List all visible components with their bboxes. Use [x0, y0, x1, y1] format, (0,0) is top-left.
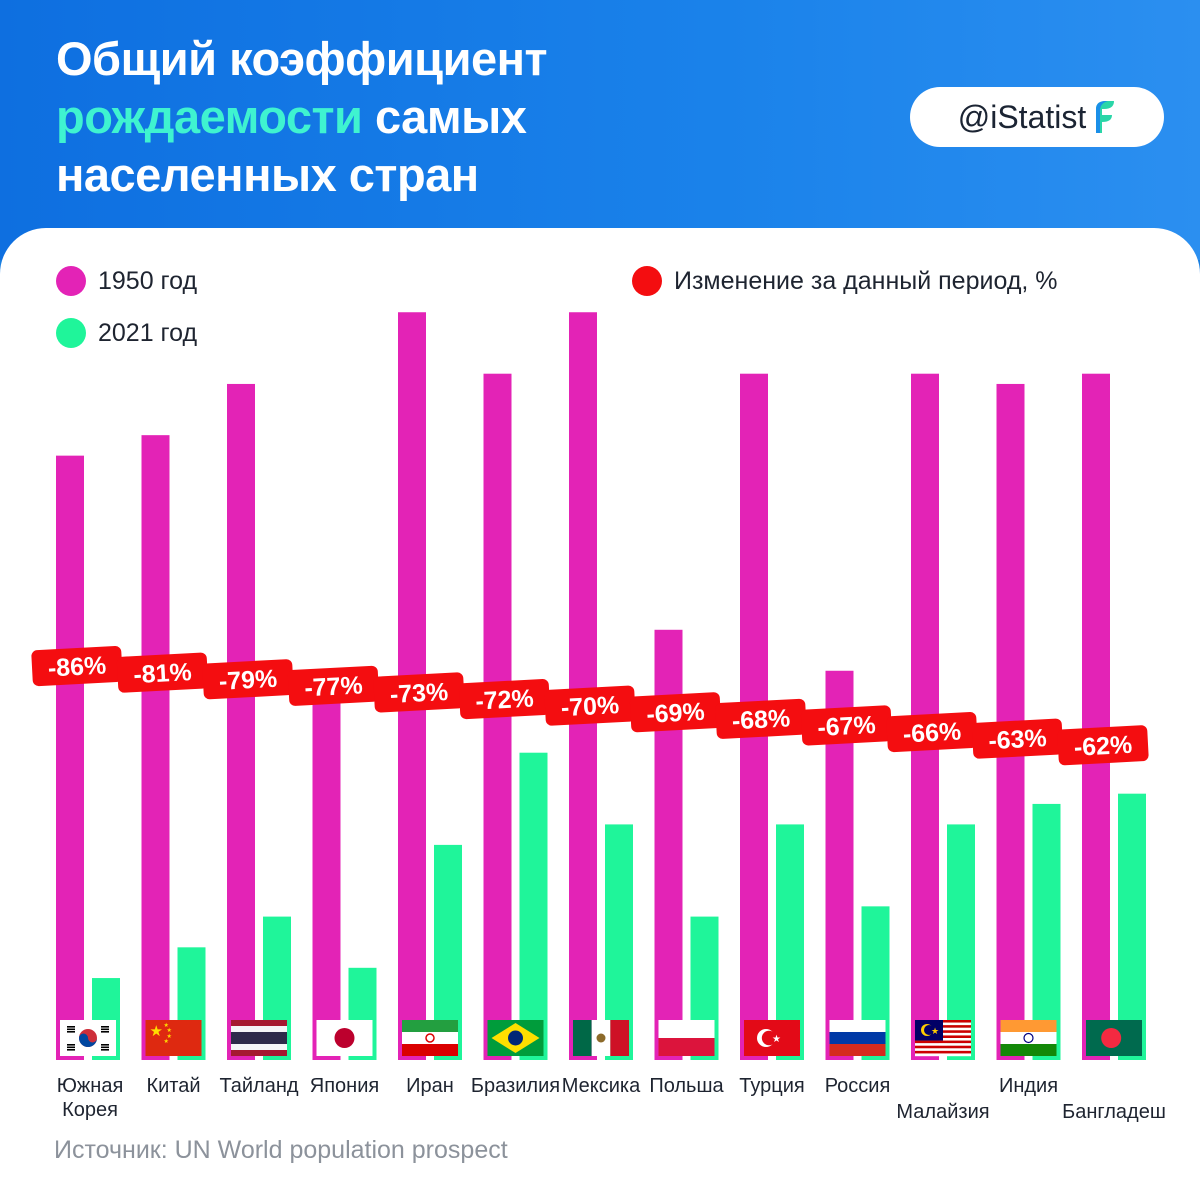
bar-2021	[1118, 793, 1146, 1060]
change-label: -68%	[715, 698, 807, 739]
change-label: -72%	[458, 679, 551, 720]
legend-item-1950: 1950 год	[56, 266, 197, 296]
bangladesh-flag-icon	[1086, 1020, 1142, 1056]
legend-label-2021: 2021 год	[98, 318, 198, 347]
bar-1950	[141, 435, 170, 1060]
change-label-text: -79%	[218, 665, 278, 696]
country-label: Япония	[310, 1075, 379, 1097]
south-korea-flag-icon	[60, 1020, 116, 1056]
change-label-text: -72%	[475, 685, 535, 716]
svg-text:★: ★	[167, 1027, 172, 1034]
change-label: -66%	[886, 712, 978, 753]
change-label-text: -63%	[988, 724, 1048, 755]
country-label: Тайланд	[219, 1075, 298, 1097]
legend-swatch-2021	[56, 318, 86, 348]
legend-swatch-change	[632, 266, 662, 296]
change-label-text: -73%	[389, 678, 449, 709]
bar-2021	[519, 752, 548, 1060]
country-label: Иран	[406, 1075, 454, 1097]
country-label: Турция	[739, 1075, 804, 1097]
change-label-text: -62%	[1073, 731, 1133, 762]
russia-flag-icon	[829, 1020, 886, 1056]
header-banner: Общий коэффициент рождаемости самых насе…	[0, 0, 1200, 260]
title-line-2-rest: самых	[362, 90, 527, 143]
country-label: Бразилия	[471, 1075, 560, 1097]
legend-label-1950: 1950 год	[98, 266, 198, 295]
chart-title: Общий коэффициент рождаемости самых насе…	[56, 30, 856, 204]
svg-text:★: ★	[167, 1033, 172, 1040]
change-label: -79%	[202, 659, 294, 700]
country-label: Индия	[999, 1075, 1058, 1097]
legend-item-change: Изменение за данный период, %	[632, 266, 1058, 296]
change-label-text: -66%	[902, 718, 962, 749]
change-label-text: -70%	[560, 691, 620, 722]
legend-item-2021: 2021 год	[56, 318, 197, 348]
bar-1950	[1082, 373, 1110, 1060]
change-label: -62%	[1057, 725, 1149, 766]
change-label: -70%	[544, 685, 636, 726]
country-label: Корея	[62, 1099, 118, 1121]
svg-text:★: ★	[772, 1034, 781, 1045]
mexico-flag-icon	[573, 1020, 629, 1056]
change-label-text: -69%	[646, 698, 706, 729]
title-accent: рождаемости	[56, 90, 363, 143]
country-label: Бангладеш	[1062, 1101, 1166, 1123]
change-label-text: -68%	[731, 704, 791, 735]
china-flag-icon: ★ ★★★★	[145, 1020, 202, 1056]
change-label: -81%	[116, 652, 209, 693]
india-flag-icon	[1000, 1020, 1057, 1056]
svg-text:★: ★	[931, 1027, 939, 1037]
japan-flag-icon	[316, 1020, 373, 1056]
svg-text:★: ★	[150, 1022, 163, 1040]
title-line-2: рождаемости самых	[56, 88, 856, 146]
change-label: -69%	[629, 692, 722, 733]
poland-flag-icon	[658, 1020, 715, 1056]
source-note: Источник: UN World population prospect	[54, 1136, 508, 1164]
change-label: -67%	[800, 705, 893, 746]
thailand-flag-icon	[231, 1020, 287, 1056]
svg-text:★: ★	[164, 1022, 169, 1029]
change-label-text: -86%	[47, 652, 107, 683]
bar-2021	[1032, 803, 1061, 1060]
change-label-text: -77%	[304, 671, 364, 702]
svg-text:★: ★	[164, 1038, 169, 1045]
change-label: -63%	[971, 718, 1064, 759]
malaysia-flag-icon: ★	[915, 1020, 971, 1057]
country-label: Китай	[146, 1075, 200, 1097]
legend-label-change: Изменение за данный период, %	[674, 266, 1058, 295]
country-label: Малайзия	[896, 1101, 989, 1123]
title-line-3: населенных стран	[56, 148, 479, 201]
istatist-logo-icon	[1096, 101, 1115, 133]
bar-1950	[56, 455, 84, 1060]
bar-1950	[227, 383, 255, 1061]
country-label: Польша	[649, 1075, 724, 1097]
country-label: Мексика	[562, 1075, 641, 1097]
change-label: -73%	[373, 672, 465, 713]
iran-flag-icon	[402, 1020, 458, 1056]
bar-1950	[569, 312, 597, 1060]
country-label: Россия	[825, 1075, 891, 1097]
bar-1950	[312, 681, 341, 1060]
brazil-flag-icon	[487, 1020, 544, 1056]
title-line-1: Общий коэффициент	[56, 32, 548, 85]
change-label-text: -81%	[133, 658, 193, 689]
legend-swatch-1950	[56, 266, 86, 296]
turkey-flag-icon: ★	[744, 1020, 800, 1056]
change-label: -86%	[31, 646, 123, 687]
country-label: Южная	[57, 1075, 124, 1097]
change-label-text: -67%	[817, 711, 877, 742]
brand-badge[interactable]: @iStatist	[910, 87, 1164, 147]
change-label: -77%	[287, 665, 380, 706]
brand-label: @iStatist	[957, 98, 1087, 135]
